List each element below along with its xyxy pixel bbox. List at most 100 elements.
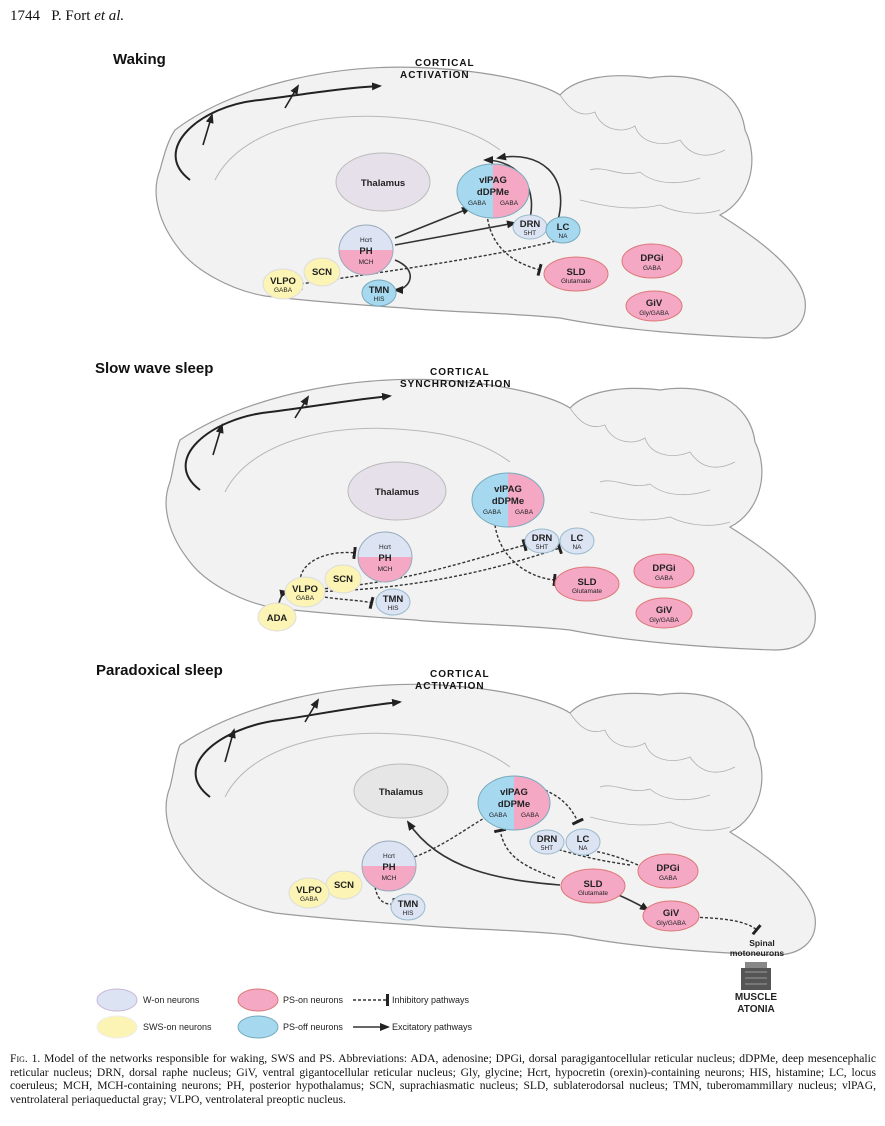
scn-nucleus: SCN xyxy=(303,257,341,287)
inhibitory-pathway xyxy=(486,213,543,277)
svg-text:GABA: GABA xyxy=(659,875,678,882)
vlpo-nucleus: VLPO GABA xyxy=(262,268,304,300)
svg-text:DRN: DRN xyxy=(520,219,541,230)
svg-text:ATONIA: ATONIA xyxy=(737,1004,774,1015)
svg-text:SCN: SCN xyxy=(333,574,353,585)
muscle-icon xyxy=(741,962,771,990)
dpgi-nucleus: DPGi GABA xyxy=(633,553,695,589)
et-al: et al. xyxy=(94,8,125,24)
svg-text:GABA: GABA xyxy=(515,509,534,516)
svg-text:TMN: TMN xyxy=(369,285,390,296)
svg-text:Inhibitory pathways: Inhibitory pathways xyxy=(392,995,470,1005)
inhibitory-pathway xyxy=(494,524,557,587)
svg-text:PH: PH xyxy=(378,553,391,564)
cortex-label: CORTICAL ACTIVATION xyxy=(400,58,475,81)
svg-text:VLPO: VLPO xyxy=(292,584,318,595)
thalamus: Thalamus xyxy=(353,763,449,819)
excitatory-pathway xyxy=(174,82,382,181)
svg-text:NA: NA xyxy=(572,544,582,551)
ph-nucleus: Hcrt PH MCH xyxy=(357,531,413,583)
svg-text:Thalamus: Thalamus xyxy=(361,178,405,189)
svg-text:GiV: GiV xyxy=(646,298,663,309)
svg-text:GABA: GABA xyxy=(489,812,508,819)
svg-text:GABA: GABA xyxy=(274,287,293,294)
svg-text:GABA: GABA xyxy=(483,509,502,516)
scn-nucleus: SCN xyxy=(325,870,363,900)
figure-caption: Fig. 1. Model of the networks responsibl… xyxy=(10,1052,876,1106)
svg-text:PS-on neurons: PS-on neurons xyxy=(283,995,344,1005)
dpgi-nucleus: DPGi GABA xyxy=(637,853,699,889)
tmn-nucleus: TMN HIS xyxy=(390,893,426,921)
svg-text:GABA: GABA xyxy=(468,200,487,207)
svg-text:SYNCHRONIZATION: SYNCHRONIZATION xyxy=(400,379,511,390)
panel-paradoxical-sleep: Paradoxical sleep CORTICAL ACTIVATION Th… xyxy=(96,662,816,1015)
vlpag-nucleus: vlPAG dDPMe GABA GABA xyxy=(477,775,551,831)
svg-text:SCN: SCN xyxy=(334,880,354,891)
svg-text:PH: PH xyxy=(359,246,372,257)
svg-text:NA: NA xyxy=(558,233,568,240)
svg-text:HIS: HIS xyxy=(388,605,400,612)
inhibitory-pathway xyxy=(493,827,556,879)
svg-text:W-on neurons: W-on neurons xyxy=(143,995,200,1005)
svg-text:SLD: SLD xyxy=(567,267,586,278)
inhibitory-pathway xyxy=(404,809,494,861)
svg-text:vlPAG: vlPAG xyxy=(500,787,528,798)
svg-text:LC: LC xyxy=(571,533,584,544)
thalamus: Thalamus xyxy=(335,152,431,212)
cortex-label: CORTICAL SYNCHRONIZATION xyxy=(400,367,511,390)
legend-sws-on: SWS-on neurons xyxy=(96,1015,212,1039)
svg-text:vlPAG: vlPAG xyxy=(494,484,522,495)
svg-text:DPGi: DPGi xyxy=(640,253,663,264)
legend-excitatory: Excitatory pathways xyxy=(353,1022,473,1032)
inhibitory-pathway xyxy=(544,789,584,826)
svg-text:DPGi: DPGi xyxy=(656,863,679,874)
cerebellum-lobules xyxy=(559,94,726,214)
muscle-atonia-label: MUSCLE ATONIA xyxy=(735,992,778,1015)
lc-nucleus: LC NA xyxy=(545,216,581,244)
svg-text:Gly/GABA: Gly/GABA xyxy=(656,920,686,927)
svg-text:GiV: GiV xyxy=(663,908,680,919)
svg-text:dDPMe: dDPMe xyxy=(477,187,509,198)
svg-text:DRN: DRN xyxy=(537,834,558,845)
svg-text:MCH: MCH xyxy=(378,566,393,573)
scn-nucleus: SCN xyxy=(324,564,362,594)
inhibitory-pathway xyxy=(586,843,639,866)
cerebellum-lobules xyxy=(569,712,736,831)
lc-nucleus: LC NA xyxy=(565,828,601,856)
svg-text:VLPO: VLPO xyxy=(296,885,322,896)
svg-text:Hcrt: Hcrt xyxy=(383,853,395,860)
drn-nucleus: DRN 5HT xyxy=(512,214,548,240)
svg-text:CORTICAL: CORTICAL xyxy=(415,58,475,69)
excitatory-pathway xyxy=(202,113,214,146)
svg-text:Thalamus: Thalamus xyxy=(379,787,423,798)
svg-text:DRN: DRN xyxy=(532,533,553,544)
sld-nucleus: SLD Glutamate xyxy=(543,256,609,292)
svg-text:Excitatory pathways: Excitatory pathways xyxy=(392,1022,473,1032)
excitatory-pathway xyxy=(394,220,517,246)
excitatory-pathway xyxy=(184,392,392,491)
cortex-label: CORTICAL ACTIVATION xyxy=(415,669,490,692)
svg-text:VLPO: VLPO xyxy=(270,276,296,287)
svg-text:TMN: TMN xyxy=(398,899,419,910)
excitatory-pathway xyxy=(224,728,236,763)
svg-text:CORTICAL: CORTICAL xyxy=(430,669,490,680)
ph-nucleus: Hcrt PH MCH xyxy=(338,224,394,276)
svg-text:PH: PH xyxy=(382,862,395,873)
svg-text:ADA: ADA xyxy=(267,613,288,624)
svg-text:Thalamus: Thalamus xyxy=(375,487,419,498)
drn-nucleus: DRN 5HT xyxy=(524,528,560,554)
legend-w-on: W-on neurons xyxy=(96,988,200,1012)
svg-text:5HT: 5HT xyxy=(541,845,553,852)
corpus-callosum xyxy=(214,115,501,181)
dpgi-nucleus: DPGi GABA xyxy=(621,243,683,279)
vlpag-nucleus: vlPAG dDPMe GABA GABA xyxy=(456,163,530,219)
giv-nucleus: GiV Gly/GABA xyxy=(642,900,700,932)
svg-text:DPGi: DPGi xyxy=(652,563,675,574)
svg-text:MUSCLE: MUSCLE xyxy=(735,992,778,1003)
excitatory-pathway xyxy=(393,259,412,294)
vlpag-nucleus: vlPAG dDPMe GABA GABA xyxy=(471,472,545,528)
svg-text:LC: LC xyxy=(557,222,570,233)
svg-text:LC: LC xyxy=(577,834,590,845)
giv-nucleus: GiV Gly/GABA xyxy=(635,597,693,629)
caption-text: Model of the networks responsible for wa… xyxy=(10,1052,876,1106)
